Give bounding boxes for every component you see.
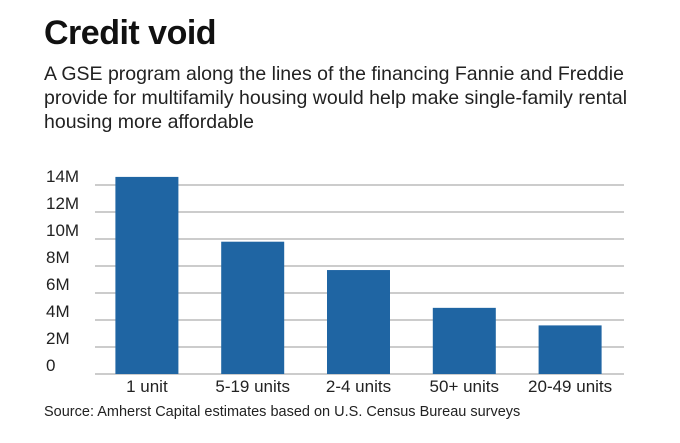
y-tick-label: 10M: [46, 221, 79, 240]
x-axis-categories: 1 unit 5-19 units 2-4 units 50+ units 20-49 …: [126, 377, 612, 396]
bar: [221, 241, 285, 374]
y-tick-label: 4M: [46, 302, 70, 321]
chart-subtitle: A GSE program along the lines of the fin…: [44, 63, 628, 133]
y-tick-label: 6M: [46, 275, 70, 294]
category-label: 5-19 units: [215, 377, 290, 396]
y-tick-label: 8M: [46, 248, 70, 267]
bars: [115, 176, 602, 374]
chart-title: Credit void: [44, 14, 217, 52]
y-tick-label: 2M: [46, 329, 70, 348]
bar: [327, 270, 390, 374]
y-axis-ticks: 0 2M 4M 6M 8M 10M 12M 14M: [46, 167, 79, 375]
bar: [115, 176, 179, 374]
category-label: 1 unit: [126, 377, 168, 396]
source-note: Source: Amherst Capital estimates based …: [44, 404, 521, 420]
y-tick-label: 12M: [46, 194, 79, 213]
y-tick-label: 0: [46, 356, 55, 375]
category-label: 20-49 units: [528, 377, 612, 396]
bar: [538, 325, 602, 374]
bar: [432, 307, 496, 374]
category-label: 50+ units: [430, 377, 499, 396]
y-tick-label: 14M: [46, 167, 79, 186]
category-label: 2-4 units: [326, 377, 391, 396]
